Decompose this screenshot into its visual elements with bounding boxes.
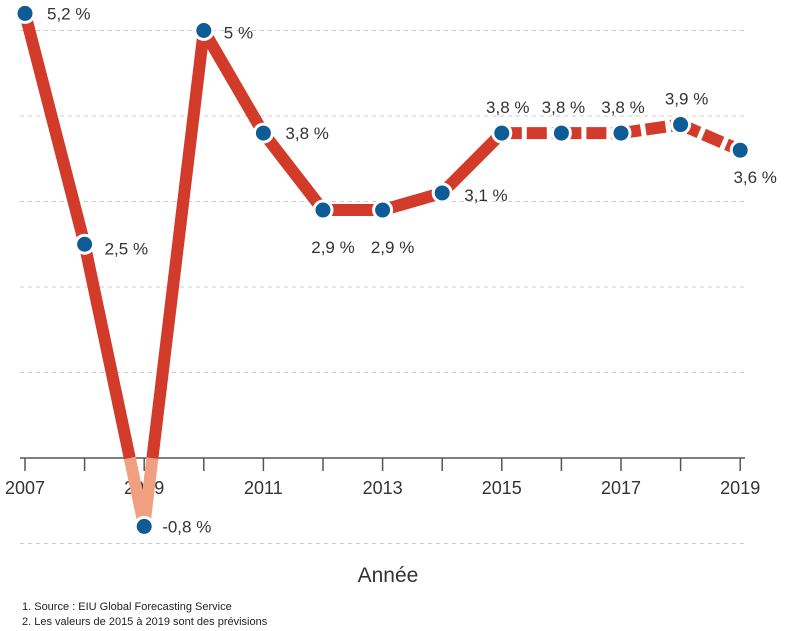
x-tick-label: 2017 xyxy=(601,478,641,498)
x-tick-label: 2011 xyxy=(244,478,283,498)
line-chart: 20072009201120132015201720195,2 %2,5 %-0… xyxy=(5,2,777,544)
data-point xyxy=(133,515,155,537)
data-point xyxy=(610,122,632,144)
data-label: 3,8 % xyxy=(542,98,585,117)
x-axis-title: Année xyxy=(357,564,419,587)
data-label: 3,9 % xyxy=(665,90,708,109)
data-point xyxy=(431,182,453,204)
series-line-segment xyxy=(258,129,328,214)
data-label: 3,8 % xyxy=(486,98,529,117)
data-point xyxy=(312,199,334,221)
series-line-segment xyxy=(437,128,507,198)
data-point xyxy=(491,122,513,144)
data-point xyxy=(670,114,692,136)
series-line-segment xyxy=(146,29,210,459)
x-tick-label: 2019 xyxy=(720,478,760,498)
data-label: 5 % xyxy=(224,24,253,43)
footnote-forecast: 2. Les valeurs de 2015 à 2019 sont des p… xyxy=(22,616,268,628)
series-line-segment xyxy=(198,27,269,137)
data-point xyxy=(252,122,274,144)
data-label: 2,9 % xyxy=(311,238,354,257)
data-point xyxy=(193,20,215,41)
data-label: 2,9 % xyxy=(371,238,414,257)
series-line-segment xyxy=(78,243,136,460)
x-tick-label: 2007 xyxy=(5,478,45,498)
data-label: 3,8 % xyxy=(285,124,328,143)
data-label: 3,1 % xyxy=(464,186,507,205)
data-label: -0,8 % xyxy=(162,517,211,536)
series-line-segment xyxy=(678,119,743,156)
x-tick-label: 2015 xyxy=(482,478,522,498)
data-label: 5,2 % xyxy=(47,4,90,23)
data-point xyxy=(550,122,572,144)
x-tick-label: 2013 xyxy=(363,478,403,498)
data-point xyxy=(14,2,36,24)
series-line-segment-negative xyxy=(138,457,159,528)
data-label: 2,5 % xyxy=(105,239,148,258)
footnotes: 1. Source : EIU Global Forecasting Servi… xyxy=(22,600,267,630)
data-label: 3,8 % xyxy=(601,98,644,117)
series-line-segment xyxy=(19,11,91,246)
data-label: 3,6 % xyxy=(733,168,776,187)
data-point xyxy=(74,233,96,255)
data-point xyxy=(729,139,751,161)
data-point xyxy=(372,199,394,221)
footnote-source: 1. Source : EIU Global Forecasting Servi… xyxy=(22,601,232,613)
